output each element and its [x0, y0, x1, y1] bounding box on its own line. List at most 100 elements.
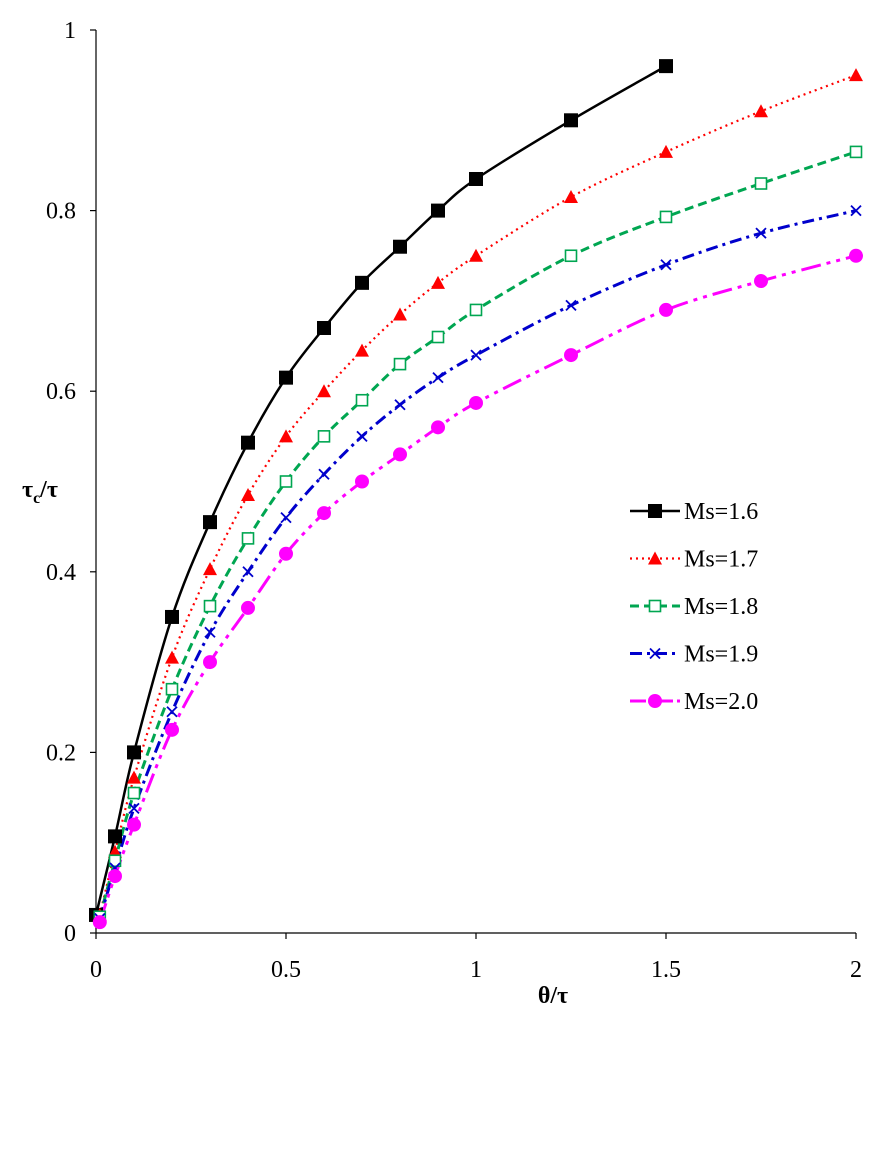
y-axis-label-sub: c	[33, 490, 40, 507]
series-5-point	[431, 420, 445, 435]
series-2-point	[564, 190, 578, 204]
series-3-point	[469, 303, 483, 317]
series-3-point	[355, 393, 369, 407]
series-4-point	[660, 259, 672, 271]
series-2-point	[469, 248, 483, 262]
series-1-point	[279, 370, 293, 385]
series-1-point	[659, 59, 673, 74]
series-5-point	[564, 348, 578, 363]
legend-label-1: Ms=1.6	[684, 499, 758, 525]
series-2-point	[355, 343, 369, 357]
series-1-point	[393, 239, 407, 254]
y-tick-label: 1	[64, 18, 76, 44]
series-line-2	[98, 74, 857, 916]
legend-marker-2	[648, 551, 662, 565]
series-5-point	[469, 395, 483, 410]
series-1-point	[127, 745, 141, 760]
series-line-1	[94, 65, 667, 916]
series-3-point	[431, 330, 445, 344]
series-4-point	[394, 399, 406, 411]
series-3-point	[564, 249, 578, 263]
y-axis-label-tail: /τ	[39, 477, 58, 503]
y-tick-label: 0.2	[46, 740, 76, 766]
series-5-point	[659, 302, 673, 317]
series-4-point	[565, 299, 577, 312]
tick-labels: 0 0.2 0.4 0.6 0.8 1 0 0.5 1 1.5 2	[46, 18, 862, 983]
series-2-point	[659, 144, 673, 158]
x-tick-label: 2	[850, 957, 862, 983]
series-5-point	[279, 546, 293, 561]
series-5-point	[355, 474, 369, 489]
y-tick-label: 0.8	[46, 199, 76, 225]
series-4-point	[470, 349, 482, 361]
series-1-point	[564, 113, 578, 128]
y-tick-label: 0	[64, 921, 76, 947]
series-3-point	[393, 357, 407, 371]
y-tick-label: 0.6	[46, 379, 76, 405]
series-1-point	[317, 320, 331, 335]
series-2-point	[165, 650, 179, 664]
series-1-point	[203, 515, 217, 530]
series-5-point	[165, 722, 179, 737]
series-2-point	[317, 384, 331, 398]
series-1-point	[241, 435, 255, 450]
series-1-point	[165, 609, 179, 624]
series-3-point	[659, 210, 673, 224]
series-2-point	[393, 307, 407, 321]
series-5-point	[754, 274, 768, 289]
series-3-point	[317, 430, 331, 443]
x-tick-label: 0	[90, 957, 102, 983]
series-3-point	[849, 145, 863, 159]
series-4-point	[242, 566, 254, 578]
series-2-point	[754, 104, 768, 118]
series-2-point	[279, 429, 293, 443]
y-axis-label-main: τ	[22, 477, 33, 503]
series-2-point	[849, 68, 863, 82]
legend-marker-4	[649, 647, 661, 660]
series-lines	[94, 65, 857, 923]
series-5-point	[849, 248, 863, 263]
series-5-point	[393, 447, 407, 462]
series-2-point	[127, 770, 141, 784]
legend-marker-3	[648, 599, 662, 613]
series-line-4	[98, 209, 857, 919]
x-tick-label: 0.5	[271, 957, 301, 983]
x-tick-label: 1	[470, 957, 482, 983]
series-5-point	[127, 817, 141, 832]
series-2-point	[431, 275, 445, 289]
series-3-point	[203, 599, 217, 613]
series-5-point	[317, 506, 331, 521]
series-4-point	[166, 706, 178, 718]
legend-label-3: Ms=1.8	[684, 594, 758, 620]
series-2-point	[203, 562, 217, 576]
y-tick-label: 0.4	[46, 560, 76, 586]
series-1-point	[108, 829, 122, 844]
series-4-point	[356, 430, 368, 442]
axes	[90, 29, 857, 939]
series-markers	[89, 59, 863, 930]
series-4-point	[128, 802, 140, 815]
x-axis-label: θ/τ	[538, 983, 568, 1009]
series-2-point	[241, 488, 255, 502]
legend-marker-5	[648, 694, 662, 708]
series-5-point	[241, 600, 255, 615]
series-1-point	[469, 171, 483, 186]
series-line-3	[98, 150, 857, 918]
series-5-point	[203, 655, 217, 670]
x-tick-label: 1.5	[651, 957, 681, 983]
legend-label-4: Ms=1.9	[684, 642, 758, 668]
series-3-point	[127, 786, 141, 800]
series-5-point	[108, 869, 122, 884]
series-4-point	[280, 511, 292, 524]
series-5-point	[92, 915, 107, 930]
series-4-point	[850, 204, 862, 217]
legend-marker-1	[648, 504, 662, 518]
series-4-point	[204, 626, 216, 638]
series-1-point	[431, 203, 445, 218]
series-3-point	[108, 854, 122, 868]
series-line-5	[98, 254, 857, 923]
series-4-point	[318, 468, 330, 480]
series-3-point	[241, 532, 255, 545]
y-axis-label: τc/τ	[22, 477, 58, 507]
